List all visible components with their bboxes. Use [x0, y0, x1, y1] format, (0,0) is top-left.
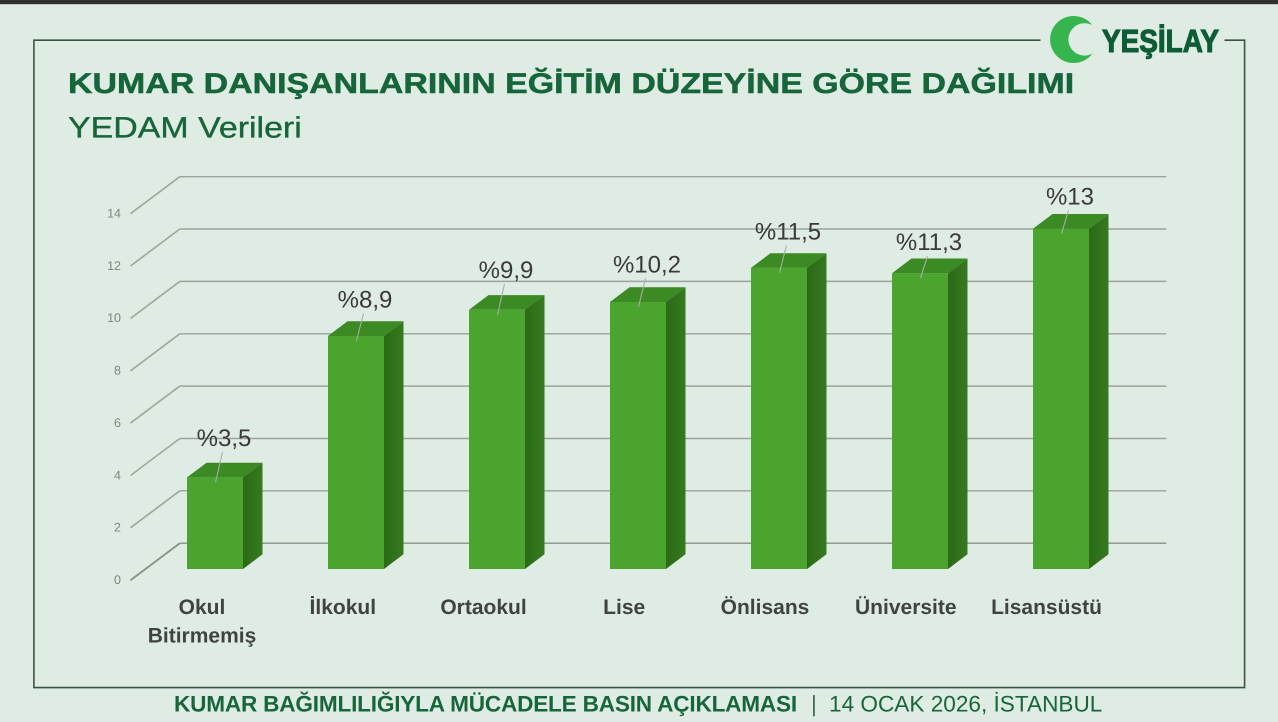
svg-text:İlkokul: İlkokul [310, 596, 377, 619]
svg-text:10: 10 [107, 311, 121, 325]
svg-text:6: 6 [114, 416, 121, 430]
svg-text:Bitirmemiş: Bitirmemiş [148, 624, 257, 647]
svg-text:YEŞİLAY: YEŞİLAY [1102, 23, 1219, 59]
svg-text:Ortaokul: Ortaokul [440, 596, 526, 619]
svg-text:KUMAR BAĞIMLILIĞIYLA MÜCADELE: KUMAR BAĞIMLILIĞIYLA MÜCADELE BASIN AÇIK… [174, 691, 797, 716]
svg-text:|: | [811, 691, 817, 716]
svg-text:Lise: Lise [603, 596, 645, 619]
svg-text:Okul: Okul [179, 596, 226, 619]
svg-text:KUMAR DANIŞANLARININ EĞİTİM DÜ: KUMAR DANIŞANLARININ EĞİTİM DÜZEYİNE GÖR… [68, 67, 1074, 100]
svg-text:Üniversite: Üniversite [855, 596, 957, 619]
svg-text:%9,9: %9,9 [479, 257, 534, 284]
svg-text:%3,5: %3,5 [197, 425, 252, 452]
svg-text:%8,9: %8,9 [338, 287, 393, 314]
svg-text:2: 2 [114, 521, 121, 535]
svg-text:%11,3: %11,3 [896, 229, 962, 256]
svg-text:12: 12 [107, 259, 121, 273]
svg-text:%10,2: %10,2 [613, 251, 681, 278]
svg-text:%13: %13 [1046, 183, 1094, 210]
svg-text:14 OCAK 2026, İSTANBUL: 14 OCAK 2026, İSTANBUL [829, 691, 1102, 716]
svg-text:%11,5: %11,5 [755, 218, 821, 245]
svg-text:YEDAM Verileri: YEDAM Verileri [68, 112, 302, 145]
svg-text:8: 8 [114, 364, 121, 378]
svg-text:4: 4 [114, 468, 121, 482]
svg-text:14: 14 [107, 207, 121, 221]
svg-text:Lisansüstü: Lisansüstü [991, 596, 1102, 619]
svg-text:0: 0 [114, 573, 121, 587]
svg-text:Önlisans: Önlisans [721, 596, 810, 619]
